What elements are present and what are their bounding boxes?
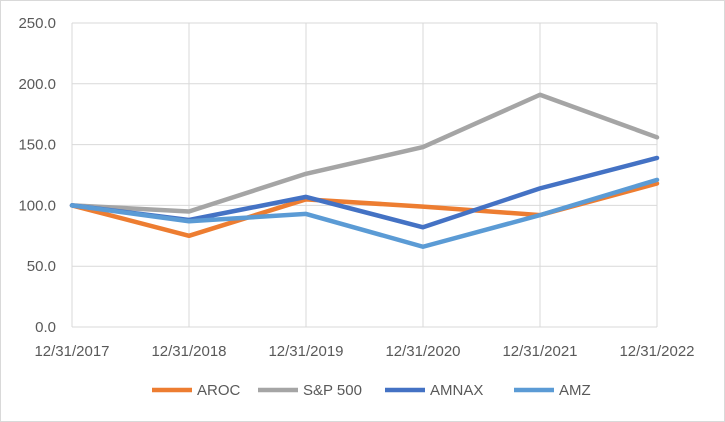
series-line-amz [69,177,660,249]
y-tick-label: 200.0 [18,76,56,93]
x-tick-label: 12/31/2022 [619,343,694,360]
y-tick-label: 100.0 [18,197,56,214]
legend-label-amnax: AMNAX [430,382,483,399]
y-tick-label: 150.0 [18,137,56,154]
y-tick-label: 250.0 [18,15,56,32]
y-axis-ticks: 0.0 50.0 100.0 150.0 200.0 250.0 [18,15,56,336]
x-tick-label: 12/31/2017 [34,343,109,360]
x-tick-label: 12/31/2020 [385,343,460,360]
series-lines [69,92,660,249]
y-tick-label: 0.0 [35,319,56,336]
x-axis-ticks: 12/31/2017 12/31/2018 12/31/2019 12/31/2020… [34,343,694,360]
x-tick-label: 12/31/2021 [502,343,577,360]
legend: AROC S&P 500 AMNAX AMZ [152,382,591,399]
x-tick-label: 12/31/2019 [268,343,343,360]
legend-label-aroc: AROC [197,382,241,399]
legend-label-amz: AMZ [559,382,591,399]
legend-label-s-p-500: S&P 500 [303,382,362,399]
series-line-s-p-500 [69,92,660,214]
y-tick-label: 50.0 [27,258,56,275]
x-tick-label: 12/31/2018 [151,343,226,360]
gridlines [71,22,658,328]
